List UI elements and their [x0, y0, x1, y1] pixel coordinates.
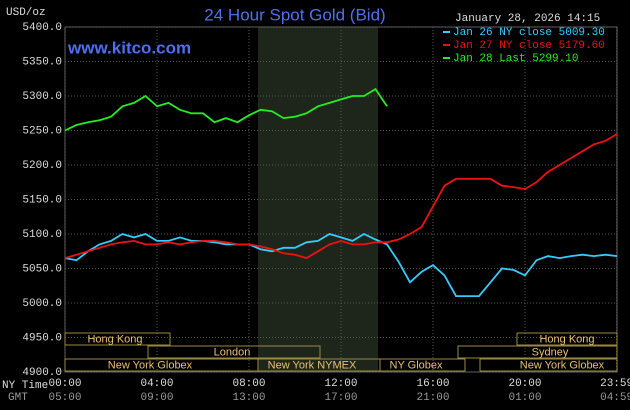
session-label: Hong Kong — [539, 333, 594, 345]
x-tick-label: 23:59 — [600, 378, 630, 390]
x2-tick-label: 09:00 — [140, 392, 173, 404]
x2-tick-label: 04:59 — [600, 392, 630, 404]
y-tick-label: 4900.0 — [22, 367, 62, 379]
y-tick-label: 5100.0 — [22, 229, 62, 241]
x2-tick-label: 17:00 — [324, 392, 357, 404]
session-box — [147, 345, 321, 359]
session-label: New York NYMEX — [268, 359, 357, 371]
series-line — [64, 87, 388, 132]
y-tick-label: 5250.0 — [22, 125, 62, 137]
y-tick-label: 5150.0 — [22, 194, 62, 206]
y-unit: USD/oz — [6, 7, 46, 19]
x-tick-label: 12:00 — [324, 378, 357, 390]
x2-tick-label: 21:00 — [416, 392, 449, 404]
x-tick-label: 00:00 — [48, 378, 81, 390]
session-label: New York Globex — [520, 359, 605, 371]
session-box — [516, 332, 618, 346]
series-line — [64, 133, 618, 260]
y-tick-label: 5300.0 — [22, 91, 62, 103]
y-tick-label: 5400.0 — [22, 22, 62, 34]
legend-label: Jan 27 NY close 5179.60 — [453, 40, 605, 52]
session-box — [479, 358, 618, 372]
x2-label: GMT — [8, 392, 28, 404]
x-tick-label: 20:00 — [508, 378, 541, 390]
y-tick-label: 5000.0 — [22, 298, 62, 310]
y-tick-label: 4950.0 — [22, 332, 62, 344]
x2-tick-label: 05:00 — [48, 392, 81, 404]
x2-tick-label: 01:00 — [508, 392, 541, 404]
chart-title: 24 Hour Spot Gold (Bid) — [204, 5, 385, 24]
session-label: London — [214, 346, 251, 358]
y-tick-label: 5350.0 — [22, 56, 62, 68]
y-tick-label: 5200.0 — [22, 160, 62, 172]
session-box — [457, 345, 618, 359]
session-label: Sydney — [532, 346, 569, 358]
chart-date: January 28, 2026 14:15 — [455, 13, 600, 25]
x-label: NY Time — [2, 380, 48, 392]
session-box — [379, 358, 466, 372]
session-label: NY Globex — [390, 359, 443, 371]
x-tick-label: 04:00 — [140, 378, 173, 390]
x-tick-label: 08:00 — [232, 378, 265, 390]
legend-label: Jan 26 NY close 5009.30 — [453, 27, 605, 39]
x-tick-label: 16:00 — [416, 378, 449, 390]
legend-label: Jan 28 Last 5299.10 — [453, 53, 578, 65]
y-tick-label: 5050.0 — [22, 263, 62, 275]
series-line — [64, 232, 618, 297]
watermark: www.kitco.com — [67, 38, 191, 57]
session-box — [64, 332, 171, 346]
x2-tick-label: 13:00 — [232, 392, 265, 404]
session-label: Hong Kong — [87, 333, 142, 345]
session-label: New York Globex — [108, 359, 193, 371]
